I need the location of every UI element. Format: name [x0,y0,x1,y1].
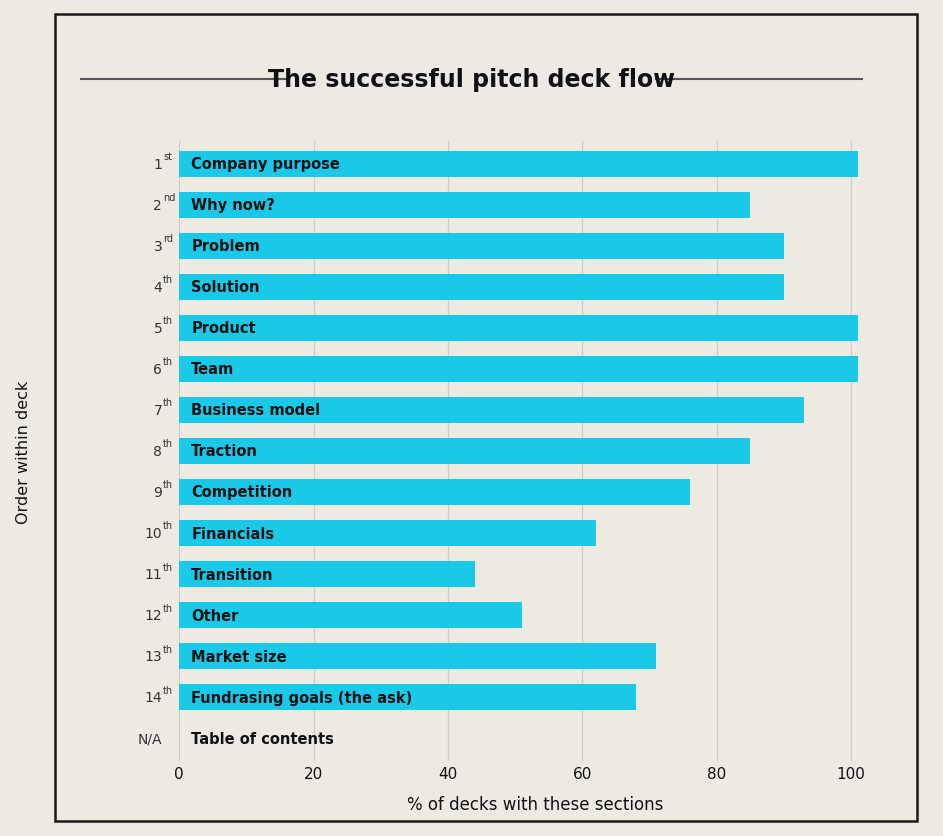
Bar [179,520,596,547]
Text: 11: 11 [144,568,162,581]
Bar [179,192,750,219]
Bar [179,561,474,588]
Text: 2: 2 [154,199,162,212]
Text: th: th [163,357,174,367]
Text: Transition: Transition [191,567,273,582]
Text: Financials: Financials [191,526,274,541]
Text: th: th [163,644,174,654]
Text: Fundrasing goals (the ask): Fundrasing goals (the ask) [191,690,412,705]
Text: N/A: N/A [138,732,162,745]
Text: th: th [163,603,174,613]
Text: Market size: Market size [191,649,287,664]
Text: st: st [163,152,173,162]
Text: th: th [163,316,174,326]
Bar [179,356,857,383]
Bar [179,643,656,670]
Text: Solution: Solution [191,280,259,295]
Text: 3: 3 [154,240,162,253]
Text: rd: rd [163,234,174,244]
Text: th: th [163,685,174,695]
Text: Business model: Business model [191,403,321,418]
Bar [179,315,857,342]
Text: 5: 5 [154,322,162,335]
Text: nd: nd [163,193,175,203]
Text: 8: 8 [154,445,162,458]
Text: th: th [163,275,174,285]
Text: th: th [163,439,174,449]
Text: 4: 4 [154,281,162,294]
Text: 6: 6 [154,363,162,376]
Bar [179,233,784,260]
Bar [179,479,689,506]
Text: Company purpose: Company purpose [191,157,340,172]
Text: 7: 7 [154,404,162,417]
Text: 14: 14 [144,691,162,704]
Bar [179,397,803,424]
Bar [179,602,521,629]
Text: th: th [163,562,174,572]
Text: th: th [163,398,174,408]
Text: Why now?: Why now? [191,198,275,213]
Text: Other: Other [191,608,239,623]
Text: Product: Product [191,321,256,336]
Bar [179,151,857,178]
Text: Team: Team [191,362,235,377]
Text: Problem: Problem [191,239,260,254]
Text: th: th [163,480,174,490]
Bar [179,274,784,301]
Text: Competition: Competition [191,485,292,500]
Text: 13: 13 [144,650,162,663]
Text: Order within deck: Order within deck [16,380,31,523]
Text: The successful pitch deck flow: The successful pitch deck flow [268,68,675,91]
Text: 10: 10 [144,527,162,540]
Bar [179,438,750,465]
Text: th: th [163,521,174,531]
Bar [179,684,636,711]
Text: Table of contents: Table of contents [191,731,334,746]
Text: Traction: Traction [191,444,258,459]
Text: 1: 1 [154,158,162,171]
Text: 9: 9 [154,486,162,499]
Text: 12: 12 [144,609,162,622]
X-axis label: % of decks with these sections: % of decks with these sections [407,795,663,813]
